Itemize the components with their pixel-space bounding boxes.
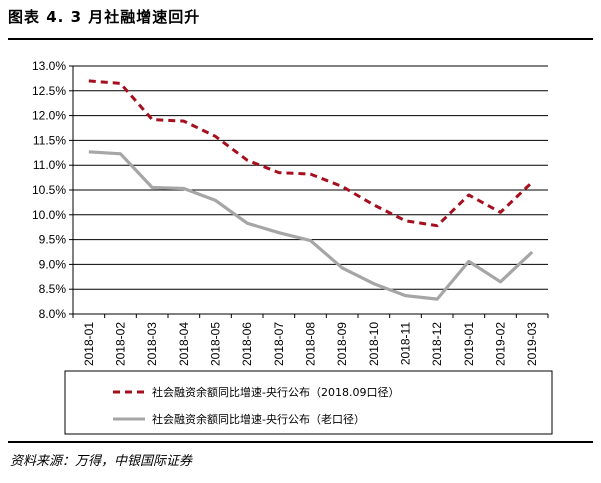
x-tick-label: 2018-09 xyxy=(335,322,349,366)
y-tick-label: 11.5% xyxy=(33,133,66,147)
legend-label: 社会融资余额同比增速-央行公布（2018.09口径） xyxy=(152,385,399,399)
y-tick-label: 8.5% xyxy=(39,282,67,296)
y-tick-label: 12.5% xyxy=(32,84,66,98)
series-lines xyxy=(88,79,534,301)
series-line xyxy=(88,79,534,228)
legend: 社会融资余额同比增速-央行公布（2018.09口径） 社会融资余额同比增速-央行公… xyxy=(64,370,553,435)
y-tick-label: 11.0% xyxy=(33,158,66,172)
x-tick-label: 2019-02 xyxy=(494,322,508,366)
x-tick-label: 2018-10 xyxy=(367,322,381,366)
legend-box xyxy=(64,370,553,435)
x-tick-label: 2019-01 xyxy=(462,322,476,366)
y-tick-label: 13.0% xyxy=(32,59,66,73)
source-rule xyxy=(8,441,593,443)
x-tick-label: 2018-12 xyxy=(430,322,444,366)
gridlines xyxy=(73,65,548,315)
x-tick-label: 2018-04 xyxy=(177,322,191,366)
x-tick-label: 2018-05 xyxy=(209,322,223,366)
series-line xyxy=(88,150,534,301)
y-tick-label: 12.0% xyxy=(32,109,66,123)
x-tick-label: 2018-07 xyxy=(272,322,286,366)
x-tick-label: 2019-03 xyxy=(525,322,539,366)
figure-title: 图表 4. 3 月社融增速回升 xyxy=(8,8,201,26)
legend-label: 社会融资余额同比增速-央行公布（老口径） xyxy=(152,412,365,426)
x-tick-label: 2018-01 xyxy=(82,322,96,366)
x-axis-ticks: 2018-01 2018-02 2018-03 2018-04 2018-05 2018-… xyxy=(72,314,549,366)
y-tick-label: 9.5% xyxy=(39,233,67,247)
x-tick-label: 2018-02 xyxy=(114,322,128,366)
x-tick-label: 2018-08 xyxy=(304,322,318,366)
y-tick-label: 8.0% xyxy=(39,307,67,321)
title-rule xyxy=(8,38,593,40)
x-tick-label: 2018-03 xyxy=(145,322,159,366)
x-tick-label: 2018-06 xyxy=(240,322,254,366)
source-note: 资料来源：万得，中银国际证券 xyxy=(10,454,193,469)
x-tick-label: 2018-11 xyxy=(399,322,413,365)
y-tick-label: 10.0% xyxy=(32,208,66,222)
y-axis-ticks: 8.0% 8.5% 9.0% 9.5% 10.0% 10.5% 11.0% 11.5% 12.0… xyxy=(32,59,73,321)
y-tick-label: 10.5% xyxy=(32,183,66,197)
y-tick-label: 9.0% xyxy=(39,257,67,271)
